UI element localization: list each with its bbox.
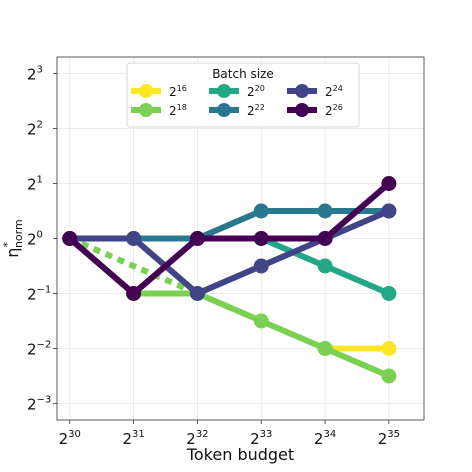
y-tick-label: 20	[27, 230, 43, 249]
y-tick-label: 22	[27, 120, 43, 139]
y-tick-label: 21	[27, 175, 43, 194]
legend-swatch-marker	[295, 103, 309, 117]
y-tick-label: 2−2	[27, 340, 51, 359]
series-24-line	[69, 208, 391, 297]
x-tick-label: 233	[250, 429, 272, 448]
series-24-point	[126, 231, 142, 246]
series-26-point	[381, 176, 397, 191]
legend-label: 226	[325, 103, 343, 118]
legend-label: 224	[325, 84, 343, 99]
series-26	[62, 176, 397, 301]
legend-label: 216	[169, 84, 187, 99]
legend: Batch size 216 218 220 222 224 226	[126, 62, 360, 128]
legend-entries: 216 218 220 222 224 226	[131, 84, 343, 118]
series-18-point	[253, 313, 269, 329]
series-18-point	[381, 368, 397, 384]
series-26-point	[62, 231, 78, 246]
legend-swatch-marker	[217, 103, 231, 117]
x-tick-label: 235	[378, 429, 400, 448]
y-tick-label: 2−3	[27, 395, 51, 414]
x-tick-label: 234	[314, 429, 336, 448]
legend-entry-16: 216	[131, 84, 187, 99]
legend-label: 220	[247, 84, 265, 99]
series-16-point	[381, 341, 397, 356]
legend-entry-22: 222	[209, 103, 265, 118]
series-24-point	[189, 286, 205, 301]
series-26-point	[189, 231, 205, 246]
series-24-point	[253, 258, 269, 274]
series-26-point	[317, 231, 333, 246]
series-22-point	[317, 203, 333, 219]
legend-entry-20: 220	[209, 84, 265, 99]
x-tick-label: 232	[186, 429, 208, 448]
series-26-line	[67, 181, 391, 297]
x-tick-label: 230	[59, 429, 81, 448]
legend-swatch-marker	[295, 84, 309, 98]
y-axis-label-main: η	[3, 248, 22, 258]
series-26-point	[253, 231, 269, 246]
legend-label: 222	[247, 103, 265, 118]
legend-entry-18: 218	[131, 103, 187, 118]
series-22-point	[253, 203, 269, 219]
y-axis-label-sub: norm	[12, 219, 25, 248]
legend-swatch-marker	[217, 84, 231, 98]
y-tick-label: 23	[27, 65, 43, 84]
x-axis: 230 231 232 233 234 235	[59, 420, 400, 448]
legend-swatch-marker	[139, 84, 153, 98]
y-axis: 23 22 21 20 2−1 2−2 2−3	[27, 65, 57, 414]
x-tick-label: 231	[122, 429, 144, 448]
series-18-point	[317, 341, 333, 356]
y-axis-label-sup: *	[1, 242, 14, 248]
series-layer	[62, 176, 397, 384]
legend-swatch-marker	[139, 103, 153, 117]
series-20-point	[317, 258, 333, 274]
y-axis-label: η*norm	[1, 219, 25, 257]
legend-title: Batch size	[212, 67, 274, 81]
series-20-line	[197, 235, 391, 297]
legend-entry-26: 226	[287, 103, 343, 118]
series-20-point	[381, 286, 397, 301]
series-18-dashed-segment	[68, 235, 199, 297]
x-axis-label: Token budget	[186, 445, 294, 464]
series-24-point	[381, 203, 397, 219]
legend-label: 218	[169, 103, 187, 118]
series-26-point	[126, 286, 142, 301]
y-tick-label: 2−1	[27, 285, 51, 304]
series-18	[62, 231, 397, 384]
legend-entry-24: 224	[287, 84, 343, 99]
